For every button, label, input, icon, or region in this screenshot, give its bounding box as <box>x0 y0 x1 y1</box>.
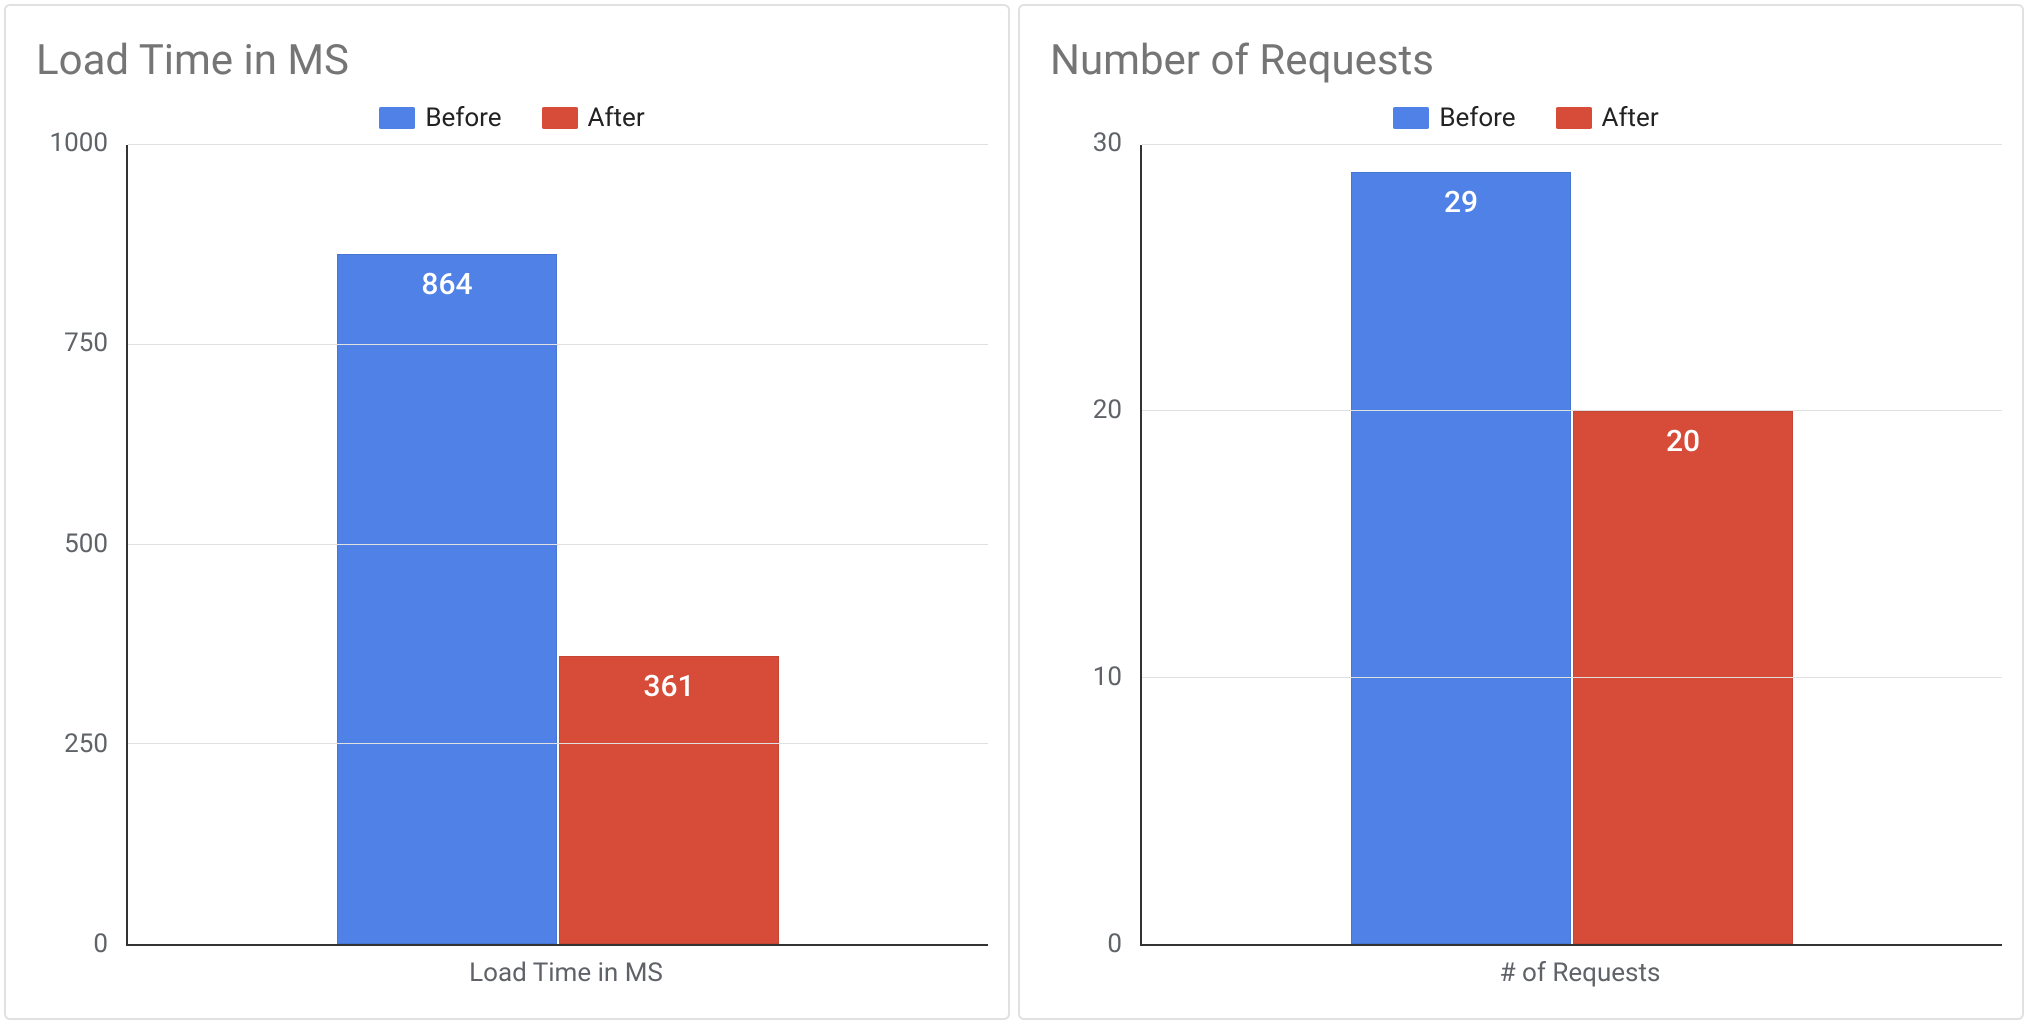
x-axis: Load Time in MS <box>36 946 988 988</box>
bars-row: 29 20 <box>1142 145 2002 944</box>
bars-row: 864 361 <box>128 145 988 944</box>
plot: 864 361 <box>126 145 988 946</box>
x-spacer <box>36 946 144 988</box>
bar-value-label: 20 <box>1666 424 1700 459</box>
bar-value-label: 29 <box>1444 185 1478 220</box>
grid-line <box>1142 677 2002 678</box>
left-chart-panel: Load Time in MS Before After 10007505002… <box>4 4 1010 1020</box>
legend-label-before: Before <box>425 103 501 133</box>
legend-label-after: After <box>588 103 645 133</box>
legend-swatch-before <box>1393 107 1429 129</box>
y-axis: 3020100 <box>1050 145 1140 946</box>
legend-swatch-after <box>1556 107 1592 129</box>
grid-line <box>128 144 988 145</box>
chart-title: Load Time in MS <box>36 36 988 85</box>
chart-area: 3020100 29 20 <box>1050 145 2002 946</box>
legend-item-after: After <box>542 103 645 133</box>
right-chart-panel: Number of Requests Before After 3020100 … <box>1018 4 2024 1020</box>
chart-area: 10007505002500 864 361 <box>36 145 988 946</box>
plot: 29 20 <box>1140 145 2002 946</box>
grid-line <box>128 344 988 345</box>
legend-label-before: Before <box>1439 103 1515 133</box>
bar-before: 864 <box>337 254 557 944</box>
chart-title: Number of Requests <box>1050 36 2002 85</box>
grid-line <box>1142 410 2002 411</box>
bar-value-label: 864 <box>421 267 472 302</box>
legend: Before After <box>36 103 988 133</box>
legend-item-before: Before <box>1393 103 1515 133</box>
legend-swatch-before <box>379 107 415 129</box>
legend-item-before: Before <box>379 103 501 133</box>
grid-line <box>1142 144 2002 145</box>
legend-item-after: After <box>1556 103 1659 133</box>
legend: Before After <box>1050 103 2002 133</box>
x-spacer <box>1050 946 1158 988</box>
x-axis-label: # of Requests <box>1158 958 2002 988</box>
x-axis: # of Requests <box>1050 946 2002 988</box>
legend-label-after: After <box>1602 103 1659 133</box>
bar-value-label: 361 <box>643 669 694 704</box>
x-axis-label: Load Time in MS <box>144 958 988 988</box>
y-axis: 10007505002500 <box>36 145 126 946</box>
grid-line <box>128 544 988 545</box>
legend-swatch-after <box>542 107 578 129</box>
bar-before: 29 <box>1351 172 1571 944</box>
bar-after: 20 <box>1573 411 1793 944</box>
bar-after: 361 <box>559 656 779 944</box>
grid-line <box>128 743 988 744</box>
